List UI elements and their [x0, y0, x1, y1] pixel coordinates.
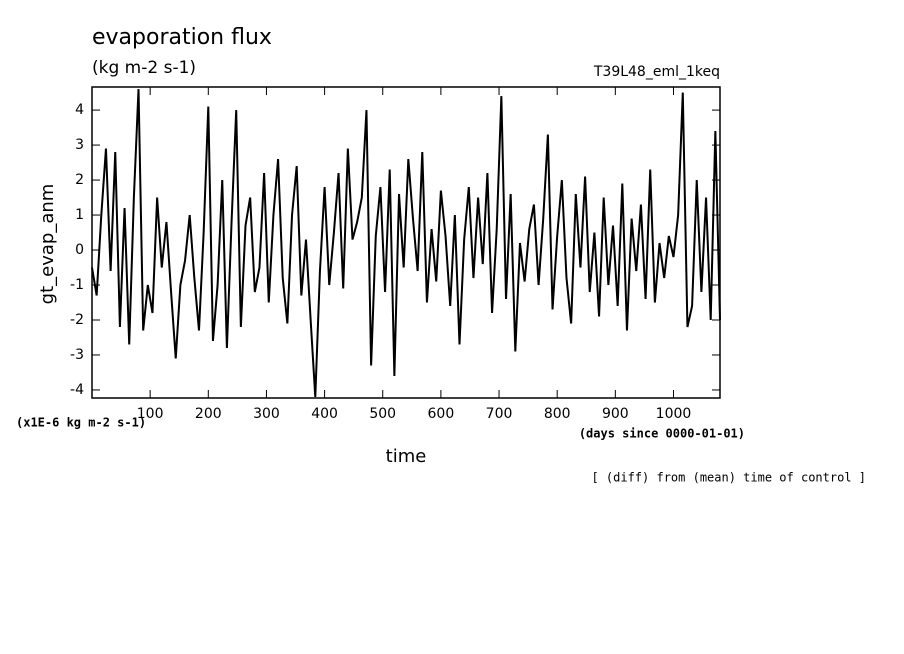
annotation: [ (diff) from (mean) time of control ]	[591, 471, 866, 485]
chart-subtitle: (kg m-2 s-1)	[92, 58, 196, 78]
data-line	[91, 89, 721, 398]
chart-title: evaporation flux	[92, 25, 272, 50]
x-tick-label: 400	[311, 406, 338, 422]
x-tick-label: 200	[195, 406, 222, 422]
x-axis-label: time	[386, 446, 427, 467]
y-tick-label: 3	[75, 137, 84, 153]
y-tick-label: -1	[70, 277, 84, 293]
x-tick-label: 900	[602, 406, 629, 422]
y-axis-label: gt_evap_anm	[37, 184, 58, 305]
y-tick-label: -4	[70, 382, 84, 398]
x-tick-label: 800	[544, 406, 571, 422]
y-tick-label: -3	[70, 347, 84, 363]
x-tick-label: 100	[137, 406, 164, 422]
y-tick-label: 4	[75, 102, 84, 118]
x-tick-label: 300	[253, 406, 280, 422]
y-tick-label: 1	[75, 207, 84, 223]
y-tick-label: 0	[75, 242, 84, 258]
y-unit-label: (x1E-6 kg m-2 s-1)	[16, 416, 146, 430]
x-tick-label: 600	[428, 406, 455, 422]
x-tick-label: 700	[486, 406, 513, 422]
plot-frame	[91, 86, 721, 399]
y-tick-label: 2	[75, 172, 84, 188]
x-tick-label: 1000	[656, 406, 692, 422]
x-tick-label: 500	[369, 406, 396, 422]
run-label: T39L48_eml_1keq	[593, 64, 720, 80]
x-unit-label: (days since 0000-01-01)	[579, 427, 745, 441]
y-tick-label: -2	[70, 312, 84, 328]
